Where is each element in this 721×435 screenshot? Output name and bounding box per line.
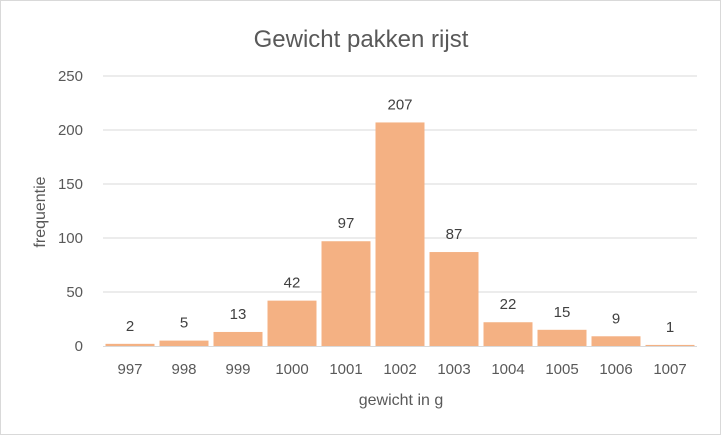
bar — [213, 331, 263, 346]
bar — [375, 122, 425, 346]
x-tick-label: 1004 — [491, 361, 524, 378]
data-label: 1 — [666, 319, 674, 336]
data-label: 9 — [612, 310, 620, 327]
x-tick-label: 997 — [117, 361, 142, 378]
bars — [105, 122, 695, 346]
bar — [483, 322, 533, 346]
x-tick-label: 1000 — [275, 361, 308, 378]
bar — [591, 336, 641, 346]
y-tick-label: 50 — [66, 284, 83, 301]
x-tick-label: 1003 — [437, 361, 470, 378]
chart-title: Gewicht pakken rijst — [254, 26, 469, 53]
y-tick-label: 200 — [58, 122, 83, 139]
x-tick-label: 1007 — [653, 361, 686, 378]
y-tick-label: 250 — [58, 68, 83, 85]
y-axis-label: frequentie — [32, 176, 49, 247]
y-axis-ticks: 0 50 100 150 200 250 — [58, 68, 83, 355]
x-tick-label: 1005 — [545, 361, 578, 378]
data-label: 2 — [126, 318, 134, 335]
bar — [321, 241, 371, 346]
x-axis-ticks: 997 998 999 1000 1001 1002 1003 1004 1005 1006 100… — [117, 361, 686, 378]
bar — [159, 340, 209, 346]
y-tick-label: 0 — [75, 338, 83, 355]
data-label: 87 — [446, 226, 463, 243]
data-label: 5 — [180, 315, 188, 332]
x-tick-label: 1006 — [599, 361, 632, 378]
data-label: 97 — [338, 215, 355, 232]
data-label: 22 — [500, 296, 517, 313]
data-label: 13 — [230, 306, 247, 323]
bar — [645, 344, 695, 346]
y-tick-label: 150 — [58, 176, 83, 193]
bar — [429, 252, 479, 346]
data-labels: 2 5 13 42 97 207 87 22 15 9 1 — [126, 96, 674, 335]
x-tick-label: 1001 — [329, 361, 362, 378]
bar — [537, 329, 587, 346]
x-tick-label: 999 — [225, 361, 250, 378]
data-label: 15 — [554, 304, 571, 321]
data-label: 207 — [387, 96, 412, 113]
bar — [105, 343, 155, 346]
x-tick-label: 998 — [171, 361, 196, 378]
x-axis-label: gewicht in g — [359, 392, 444, 409]
y-tick-label: 100 — [58, 230, 83, 247]
x-tick-label: 1002 — [383, 361, 416, 378]
data-label: 42 — [284, 275, 301, 292]
bar — [267, 300, 317, 346]
